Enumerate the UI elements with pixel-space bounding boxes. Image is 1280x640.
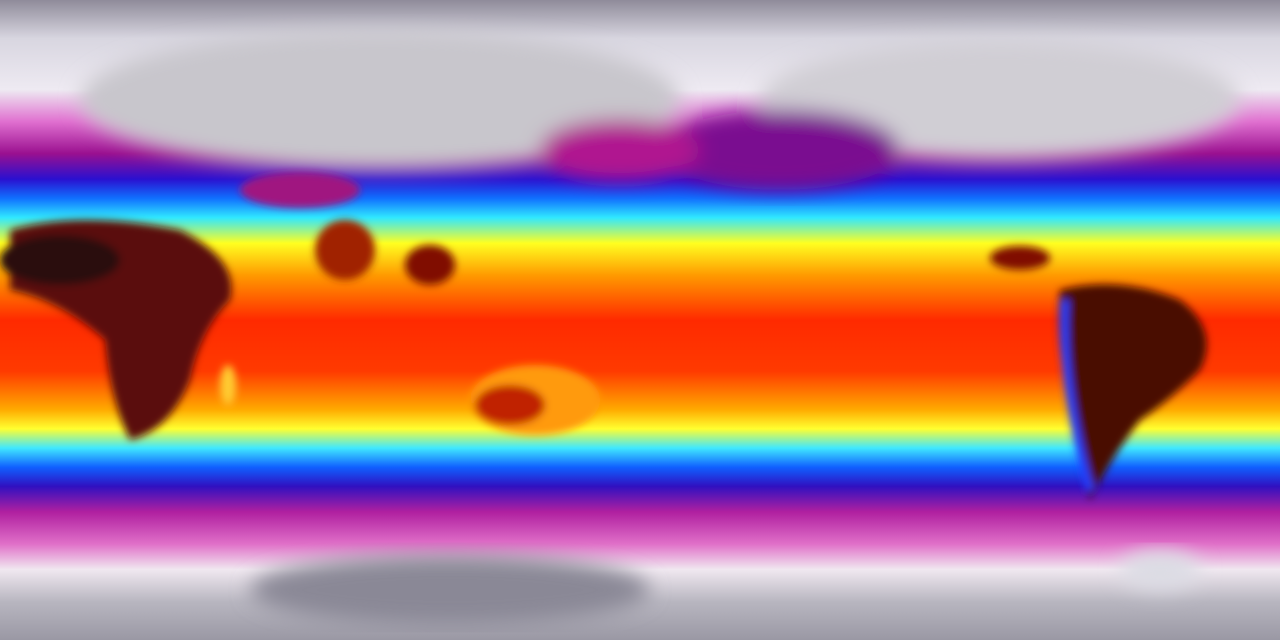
sahara	[0, 235, 120, 285]
madagascar	[220, 365, 236, 405]
southeast-asia	[405, 245, 455, 285]
india	[315, 220, 375, 280]
north-polar-lands	[80, 30, 1240, 190]
central-america	[990, 246, 1050, 270]
continents	[0, 172, 1207, 500]
tibet	[240, 172, 360, 208]
australia-interior	[475, 385, 545, 425]
south-america	[1058, 284, 1207, 500]
antarctica	[250, 550, 1200, 625]
andes	[1060, 299, 1094, 492]
